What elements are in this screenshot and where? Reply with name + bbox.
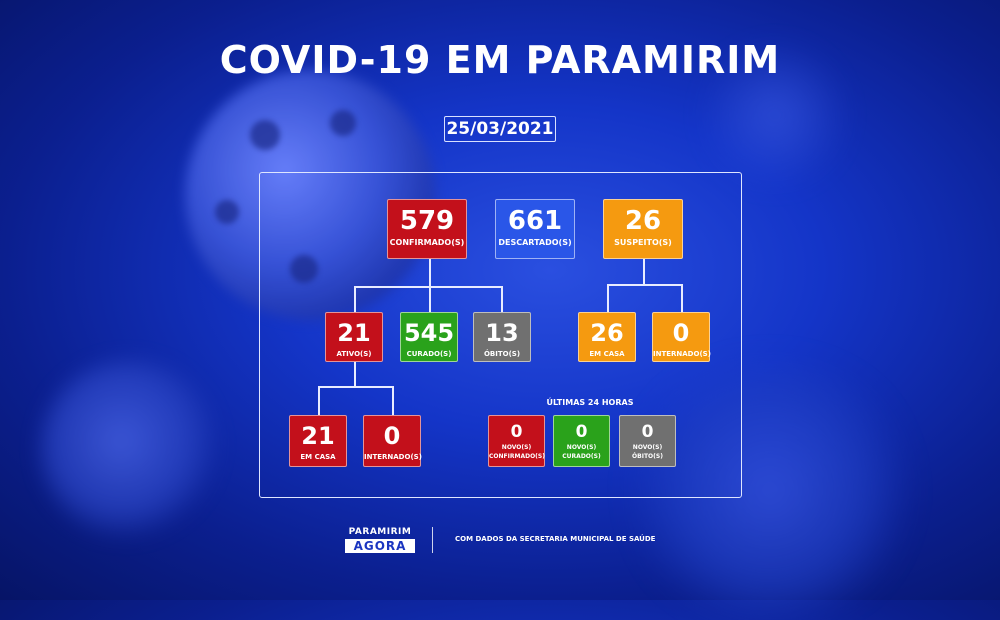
page-title: COVID-19 EM PARAMIRIM — [219, 38, 781, 82]
report-date: 25/03/2021 — [444, 116, 556, 142]
connector-line — [607, 284, 609, 312]
active-value: 21 — [337, 319, 371, 347]
connector-line — [354, 361, 356, 387]
deaths-label: ÓBITO(S) — [483, 350, 521, 358]
suspect-card: 26 SUSPEITO(S) — [603, 199, 683, 259]
active-hospital-card: 0 INTERNADO(S) — [363, 415, 422, 467]
new-confirmed-card: 0 NOVO(S) CONFIRMADO(S) — [488, 415, 545, 467]
cured-value: 545 — [403, 319, 455, 347]
active-home-label: EM CASA — [300, 453, 336, 461]
new-cured-value: 0 — [575, 422, 588, 442]
logo-line2: AGORA — [345, 539, 415, 553]
connector-line — [392, 386, 394, 415]
virus-spike — [215, 200, 239, 224]
connector-line — [429, 286, 431, 312]
connector-line — [607, 284, 682, 286]
new-confirmed-label-line2: CONFIRMADO(S) — [489, 453, 545, 460]
new-confirmed-value: 0 — [510, 422, 523, 442]
new-deaths-card: 0 NOVO(S) ÓBITO(S) — [619, 415, 676, 467]
connector-line — [318, 386, 320, 415]
virus-illustration-blurred — [700, 40, 850, 190]
connector-line — [354, 286, 356, 312]
discarded-label: DESCARTADO(S) — [498, 238, 572, 247]
discarded-value: 661 — [507, 206, 563, 236]
stats-panel — [259, 172, 742, 498]
suspect-home-card: 26 EM CASA — [578, 312, 636, 362]
virus-spike — [250, 120, 280, 150]
cured-label: CURADO(S) — [406, 350, 452, 358]
suspect-home-label: EM CASA — [589, 350, 625, 358]
deaths-card: 13 ÓBITO(S) — [473, 312, 531, 362]
confirmed-value: 579 — [399, 206, 455, 236]
connector-line — [643, 259, 645, 285]
footer-divider — [432, 527, 433, 553]
new-deaths-label-line2: ÓBITO(S) — [632, 453, 663, 460]
deaths-value: 13 — [485, 319, 519, 347]
active-label: ATIVO(S) — [336, 350, 372, 358]
new-confirmed-label-line1: NOVO(S) — [501, 444, 532, 451]
connector-line — [318, 386, 393, 388]
connector-line — [354, 286, 502, 288]
virus-illustration-blurred — [620, 360, 920, 620]
paramirim-agora-logo: PARAMIRIM AGORA — [345, 527, 415, 553]
new-deaths-label-line1: NOVO(S) — [632, 444, 663, 451]
active-hospital-value: 0 — [383, 422, 401, 450]
active-home-card: 21 EM CASA — [289, 415, 347, 467]
active-card: 21 ATIVO(S) — [325, 312, 383, 362]
last-24h-heading: ÚLTIMAS 24 HORAS — [546, 398, 634, 407]
suspect-label: SUSPEITO(S) — [614, 238, 672, 247]
suspect-hospital-label: INTERNADO(S) — [653, 350, 711, 358]
data-source-note: COM DADOS DA SECRETARIA MUNICIPAL DE SAÚ… — [455, 535, 656, 543]
suspect-home-value: 26 — [590, 319, 624, 347]
active-home-value: 21 — [301, 422, 335, 450]
virus-illustration-blurred — [40, 360, 220, 540]
virus-spike — [290, 255, 318, 283]
suspect-hospital-card: 0 INTERNADO(S) — [652, 312, 711, 362]
cured-card: 545 CURADO(S) — [400, 312, 458, 362]
discarded-card: 661 DESCARTADO(S) — [495, 199, 575, 259]
suspect-value: 26 — [624, 206, 662, 236]
virus-spike — [330, 110, 356, 136]
confirmed-card: 579 CONFIRMADO(S) — [387, 199, 467, 259]
new-deaths-value: 0 — [641, 422, 654, 442]
connector-line — [501, 286, 503, 312]
connector-line — [681, 284, 683, 312]
new-cured-label-line1: NOVO(S) — [566, 444, 597, 451]
new-cured-card: 0 NOVO(S) CURADO(S) — [553, 415, 610, 467]
connector-line — [429, 259, 431, 287]
new-cured-label-line2: CURADO(S) — [562, 453, 601, 460]
confirmed-label: CONFIRMADO(S) — [389, 238, 465, 247]
active-hospital-label: INTERNADO(S) — [364, 453, 422, 461]
logo-line1: PARAMIRIM — [348, 527, 412, 537]
suspect-hospital-value: 0 — [672, 319, 690, 347]
